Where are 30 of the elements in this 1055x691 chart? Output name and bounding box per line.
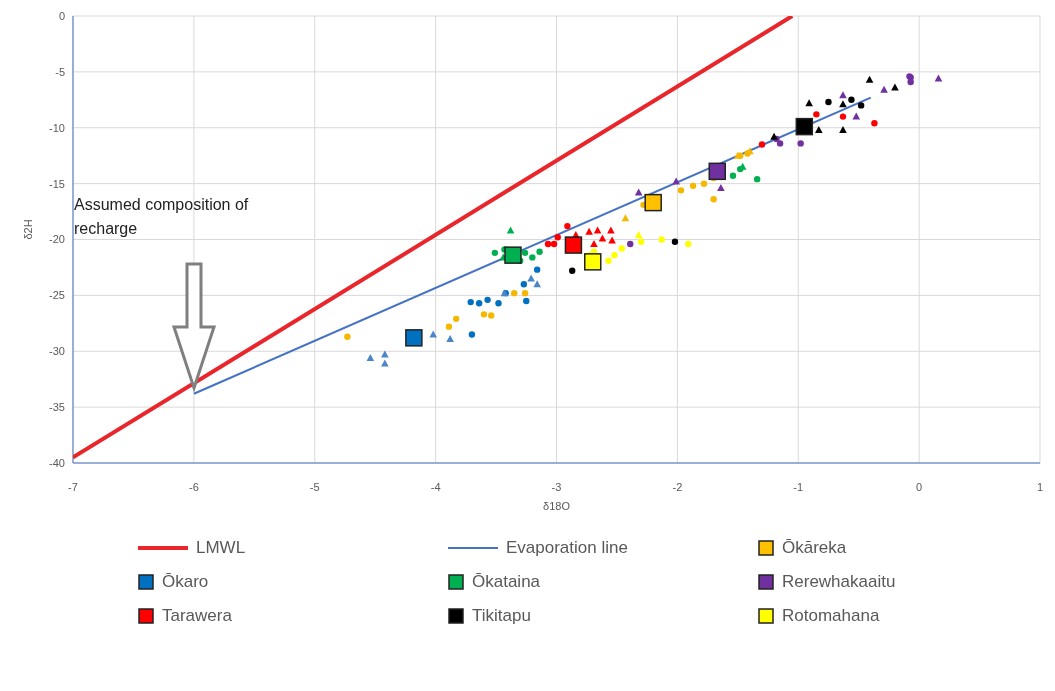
legend-label: Tarawera xyxy=(162,606,232,626)
x-axis-title: δ18O xyxy=(543,500,571,512)
y-tick-label: -20 xyxy=(49,233,65,246)
legend-label: Rerewhakaaitu xyxy=(782,572,896,592)
x-tick-label: 1 xyxy=(1036,480,1044,493)
y-tick-label: 0 xyxy=(58,9,65,22)
x-tick-label: -6 xyxy=(188,480,199,493)
legend-label: Evaporation line xyxy=(506,538,628,558)
y-tick-label: -30 xyxy=(49,345,65,358)
legend-label: LMWL xyxy=(196,538,246,558)
legend-label: Rotomahana xyxy=(782,606,880,626)
x-tick-label: -3 xyxy=(551,480,562,493)
x-tick-label: -1 xyxy=(793,480,804,493)
legend-label: Ōkāreka xyxy=(782,538,847,558)
y-tick-label: -10 xyxy=(49,121,65,134)
legend-label: Ōkataina xyxy=(472,572,541,592)
x-tick-label: 0 xyxy=(916,480,923,493)
x-tick-label: -4 xyxy=(430,480,441,493)
y-tick-label: -15 xyxy=(49,177,65,190)
x-tick-label: -5 xyxy=(309,480,320,493)
annotation: Assumed composition of recharge xyxy=(74,195,250,239)
y-tick-label: -35 xyxy=(49,401,65,414)
x-tick-label: -2 xyxy=(672,480,683,493)
legend-label: Ōkaro xyxy=(162,572,209,592)
legend-label: Tikitapu xyxy=(472,606,531,626)
x-tick-label: -7 xyxy=(68,480,78,493)
y-tick-label: -5 xyxy=(55,65,65,78)
y-tick-label: -25 xyxy=(49,289,65,302)
y-axis-title: δ2H xyxy=(21,219,34,240)
y-tick-label: -40 xyxy=(49,456,65,469)
